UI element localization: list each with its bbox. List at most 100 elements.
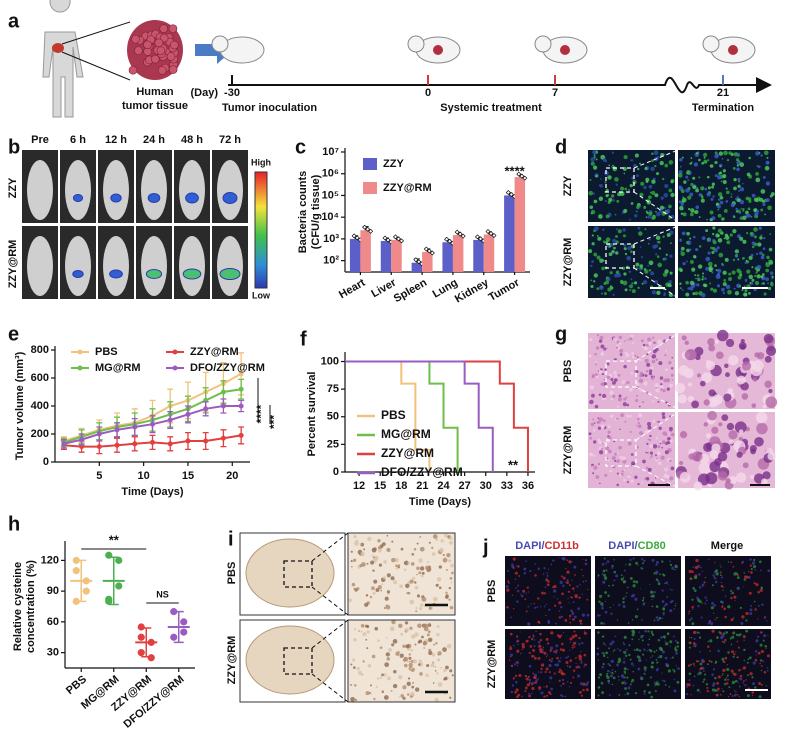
speckle [714, 676, 717, 680]
speckle [760, 665, 763, 667]
speckle [379, 676, 383, 679]
speckle [608, 164, 611, 167]
x-tick-label: 20 [226, 470, 238, 482]
speckle [413, 547, 417, 551]
speckle [535, 630, 537, 633]
speckle [720, 581, 723, 584]
speckle [524, 690, 527, 693]
speckle [669, 609, 673, 613]
replicate-point [519, 173, 525, 179]
speckle [577, 674, 581, 678]
speckle [669, 588, 671, 590]
speckle [615, 574, 619, 578]
speckle [655, 437, 659, 440]
speckle [730, 193, 733, 196]
speckle [598, 214, 603, 219]
speckle [757, 618, 759, 620]
speckle [600, 447, 603, 450]
speckle [561, 557, 565, 560]
speckle [427, 623, 432, 627]
speckle [712, 668, 716, 671]
speckle [718, 631, 721, 634]
speckle [623, 569, 626, 572]
speckle [741, 615, 745, 619]
speckle [515, 565, 518, 567]
speckle [668, 188, 673, 193]
speckle [737, 177, 741, 181]
speckle [597, 647, 599, 650]
bar [504, 195, 515, 272]
speckle [738, 695, 741, 698]
speckle [418, 558, 423, 563]
speckle [712, 684, 715, 687]
speckle [646, 683, 650, 687]
mouse-body [103, 236, 129, 296]
micrograph [505, 629, 591, 699]
speckle [650, 166, 655, 172]
speckle [666, 233, 671, 237]
speckle [688, 672, 692, 676]
speckle [598, 339, 603, 343]
speckle [667, 669, 671, 673]
speckle [657, 400, 660, 403]
speckle [566, 559, 569, 562]
speckle [510, 664, 514, 668]
speckle [550, 687, 554, 691]
speckle [604, 591, 608, 594]
speckle [745, 210, 749, 215]
micrograph [348, 533, 455, 615]
speckle [537, 620, 541, 624]
speckle [621, 456, 626, 461]
speckle [674, 605, 677, 607]
speckle [612, 293, 615, 296]
speckle [596, 287, 600, 291]
x-tick-label: Kidney [453, 276, 492, 305]
tissue-lobe [159, 24, 169, 33]
speckle [593, 156, 596, 159]
header-part: / [635, 540, 638, 552]
speckle [384, 596, 389, 601]
signal [219, 268, 241, 280]
speckle [704, 160, 708, 164]
speckle [755, 654, 757, 656]
speckle [670, 373, 674, 377]
speckle [719, 171, 723, 175]
speckle [593, 199, 598, 204]
speckle [737, 275, 742, 280]
speckle [537, 597, 540, 600]
speckle [748, 591, 752, 595]
speckle [624, 687, 627, 690]
speckle [610, 377, 614, 382]
speckle [509, 645, 512, 648]
speckle [714, 561, 716, 564]
speckle [762, 404, 767, 409]
speckle [759, 251, 763, 255]
speckle [753, 227, 758, 232]
speckle [640, 181, 645, 186]
speckle [629, 415, 632, 418]
speckle [719, 571, 722, 574]
speckle [609, 664, 612, 667]
speckle [402, 685, 407, 690]
speckle [636, 174, 639, 178]
speckle [543, 605, 546, 608]
speckle [438, 565, 442, 569]
speckle [747, 658, 750, 661]
speckle [446, 569, 448, 571]
legend-marker [77, 349, 83, 355]
speckle [398, 696, 401, 698]
speckle [711, 216, 716, 221]
speckle [662, 177, 665, 181]
speckle [677, 394, 687, 404]
speckle [743, 680, 745, 682]
speckle [668, 426, 673, 431]
speckle [614, 213, 617, 216]
speckle [578, 654, 582, 658]
speckle [676, 680, 680, 684]
speckle [656, 457, 658, 460]
speckle [714, 660, 718, 664]
speckle [633, 649, 636, 651]
speckle [629, 337, 633, 341]
speckle [706, 218, 708, 221]
point [220, 435, 226, 441]
